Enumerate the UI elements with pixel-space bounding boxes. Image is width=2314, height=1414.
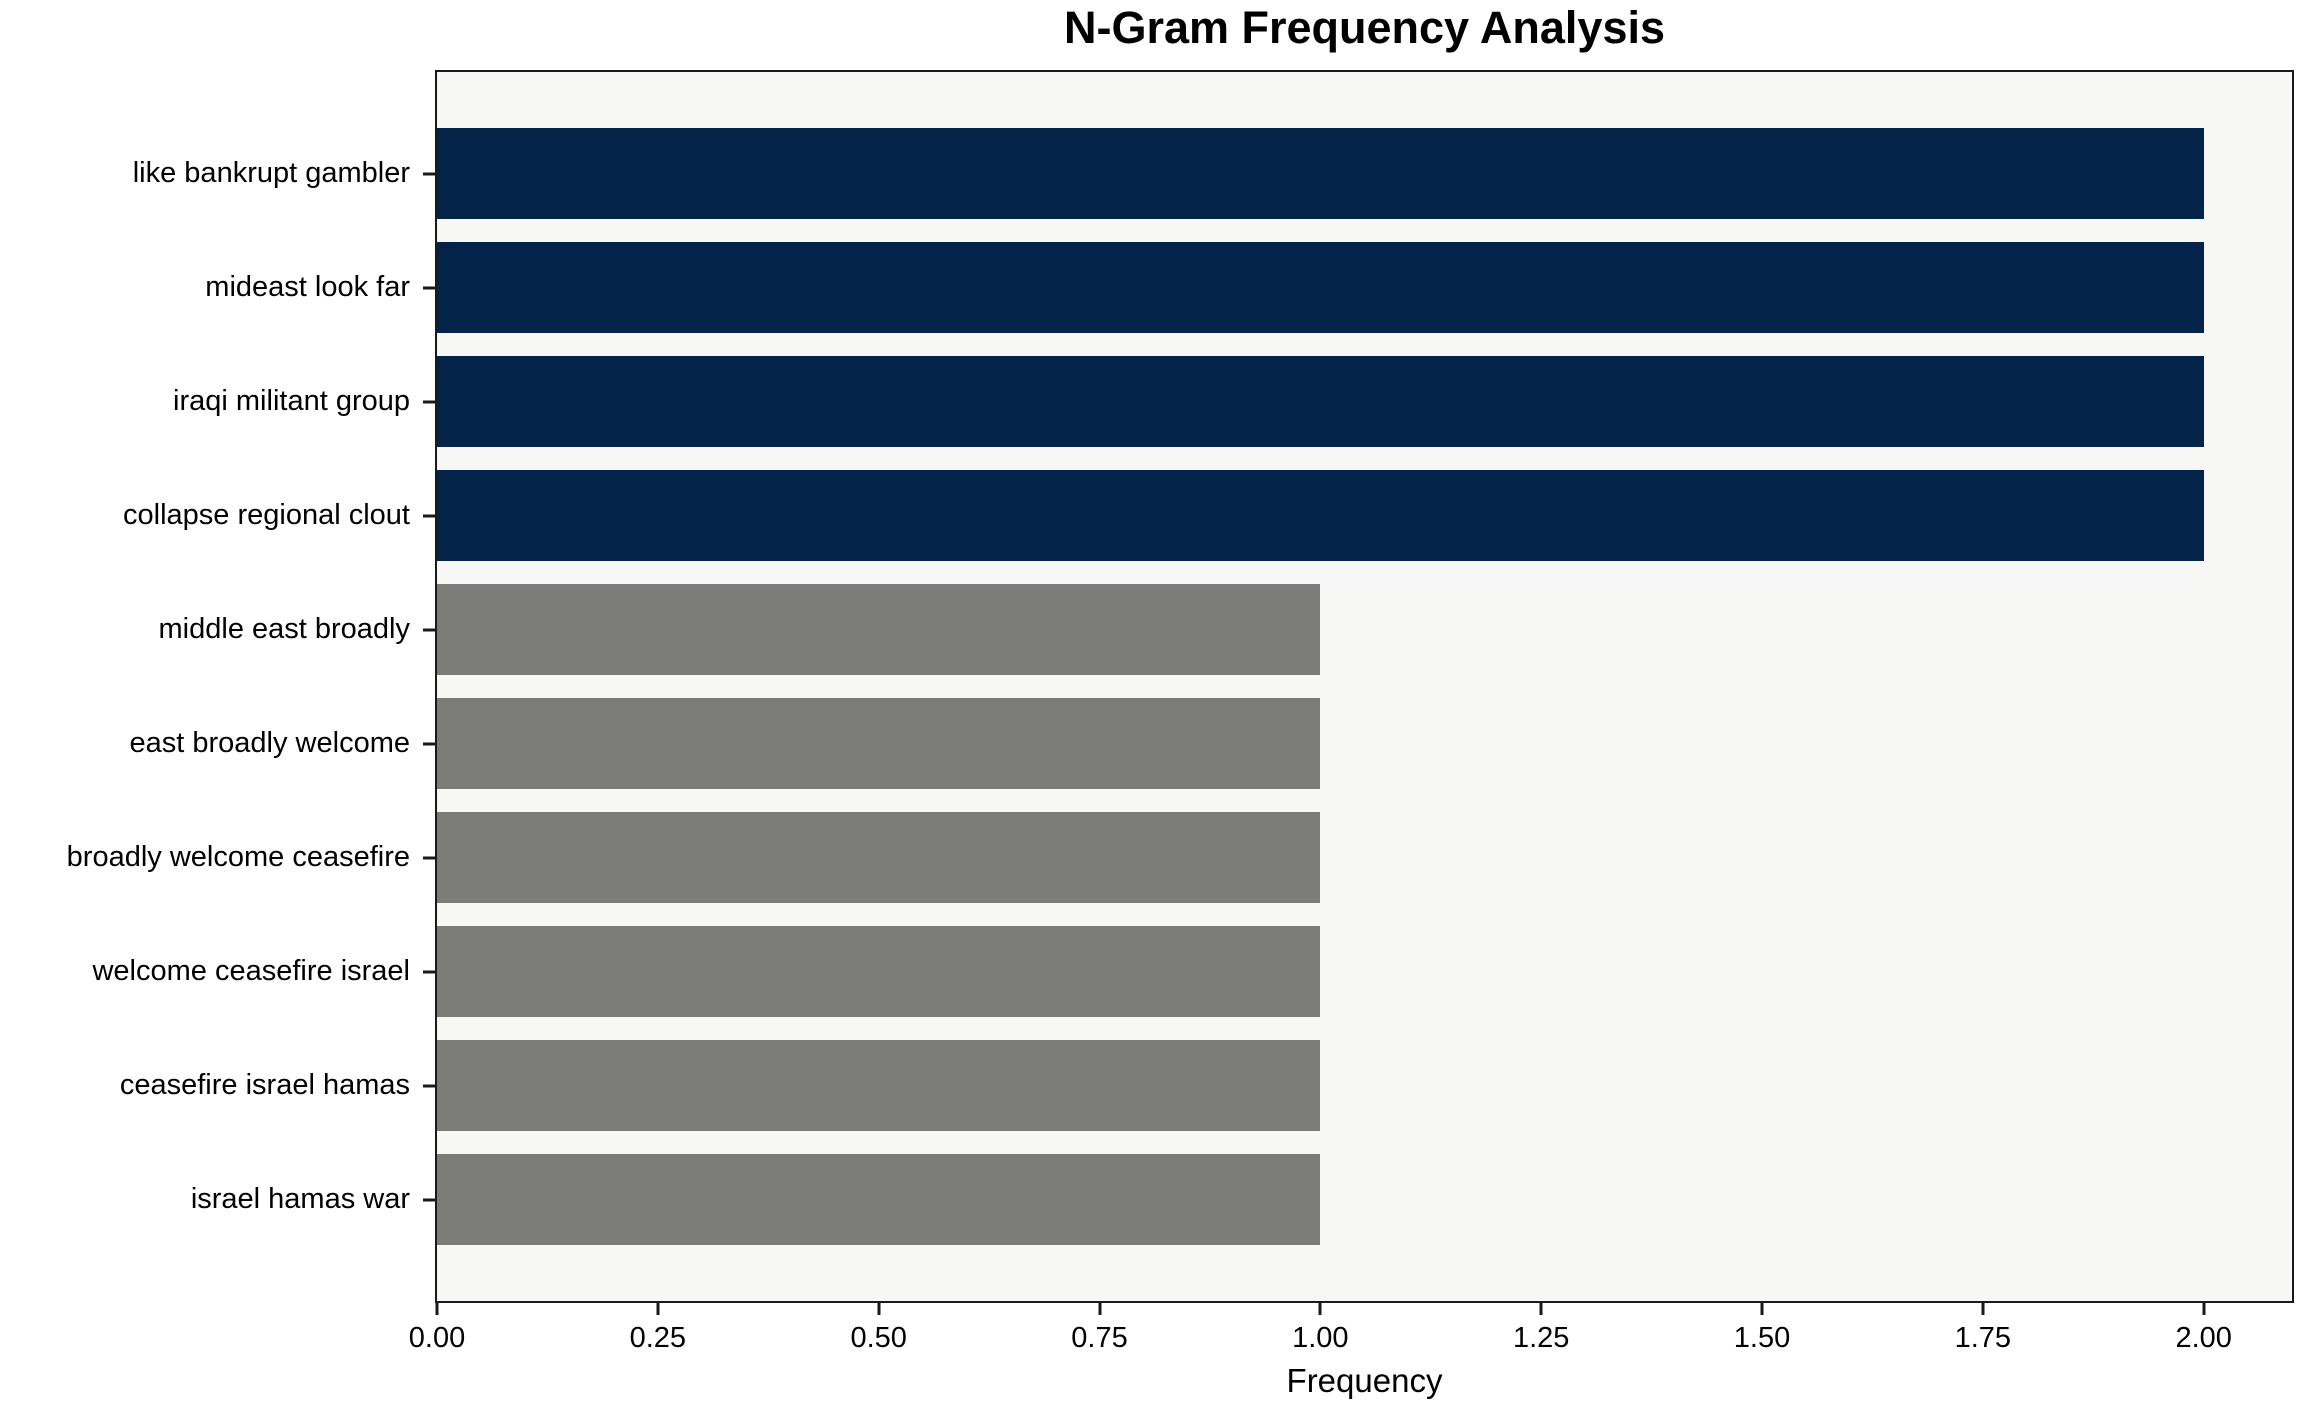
bar	[437, 583, 1321, 676]
x-tick-mark	[1318, 1303, 1322, 1315]
y-axis-label: iraqi militant group	[173, 384, 410, 417]
chart-title: N-Gram Frequency Analysis	[1063, 2, 1666, 53]
plot-area	[435, 70, 2294, 1303]
bar-row	[437, 127, 2292, 220]
x-tick-mark	[656, 1303, 660, 1315]
bar	[437, 1039, 1321, 1132]
x-tick-mark	[1760, 1303, 1764, 1315]
bar	[437, 469, 2204, 562]
x-tick-label: 1.75	[1954, 1322, 2012, 1354]
x-tick-mark	[1539, 1303, 1543, 1315]
y-axis-label: like bankrupt gambler	[132, 156, 410, 189]
y-axis-label: mideast look far	[205, 270, 410, 303]
y-axis-label: welcome ceasefire israel	[92, 954, 410, 987]
x-tick-label: 0.00	[408, 1322, 466, 1354]
y-tick-mark	[423, 628, 435, 631]
y-tick-mark	[423, 856, 435, 859]
x-tick-mark	[1098, 1303, 1101, 1315]
x-tick-mark	[2202, 1303, 2206, 1315]
y-axis-label: broadly welcome ceasefire	[66, 840, 410, 873]
bar-row	[437, 355, 2292, 448]
bar	[437, 811, 1321, 904]
y-axis-label: east broadly welcome	[129, 726, 410, 759]
bar	[437, 697, 1321, 790]
bar-row	[437, 1039, 2292, 1132]
y-axis-label: collapse regional clout	[123, 498, 410, 531]
x-tick-mark	[877, 1303, 881, 1315]
y-axis: like bankrupt gambler mideast look far ira…	[0, 0, 410, 1414]
y-tick-mark	[423, 742, 435, 745]
y-tick-mark	[423, 1084, 435, 1087]
bar	[437, 127, 2204, 220]
x-tick-mark	[435, 1303, 439, 1315]
bar	[437, 1153, 1321, 1246]
y-tick-mark	[423, 514, 435, 517]
y-tick-mark	[423, 970, 435, 973]
y-axis-label: israel hamas war	[190, 1182, 410, 1215]
y-axis-label: middle east broadly	[158, 612, 410, 645]
x-tick-label: 2.00	[2175, 1322, 2232, 1354]
bar-row	[437, 925, 2292, 1018]
x-tick-label: 0.50	[850, 1322, 907, 1354]
bar	[437, 241, 2204, 334]
x-axis-title: Frequency	[1286, 1362, 1443, 1399]
y-tick-mark	[423, 400, 435, 403]
bar-row	[437, 583, 2292, 676]
bar	[437, 925, 1321, 1018]
y-tick-mark	[423, 172, 435, 175]
bar	[437, 355, 2204, 448]
x-tick-label: 0.25	[629, 1322, 687, 1354]
bar-row	[437, 811, 2292, 904]
x-tick-label: 1.50	[1733, 1322, 1791, 1354]
bar-row	[437, 697, 2292, 790]
bar-row	[437, 1153, 2292, 1246]
bar-row	[437, 469, 2292, 562]
y-tick-mark	[423, 286, 435, 289]
x-tick-label: 1.00	[1292, 1322, 1349, 1354]
x-tick-label: 1.25	[1512, 1322, 1570, 1354]
y-tick-mark	[423, 1198, 435, 1201]
y-axis-label: ceasefire israel hamas	[119, 1068, 410, 1101]
bar-row	[437, 241, 2292, 334]
x-tick-label: 0.75	[1071, 1322, 1128, 1354]
x-tick-mark	[1981, 1303, 1985, 1315]
